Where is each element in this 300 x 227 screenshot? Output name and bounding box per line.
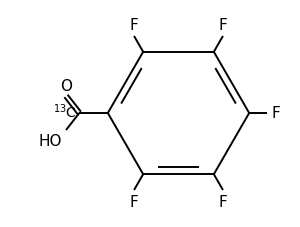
Text: O: O [60,79,72,94]
Text: F: F [219,194,227,209]
Text: F: F [130,18,138,33]
Text: F: F [272,106,280,121]
Text: F: F [219,18,227,33]
Text: $^{13}$C: $^{13}$C [53,102,77,121]
Text: HO: HO [38,133,62,148]
Text: F: F [130,194,138,209]
